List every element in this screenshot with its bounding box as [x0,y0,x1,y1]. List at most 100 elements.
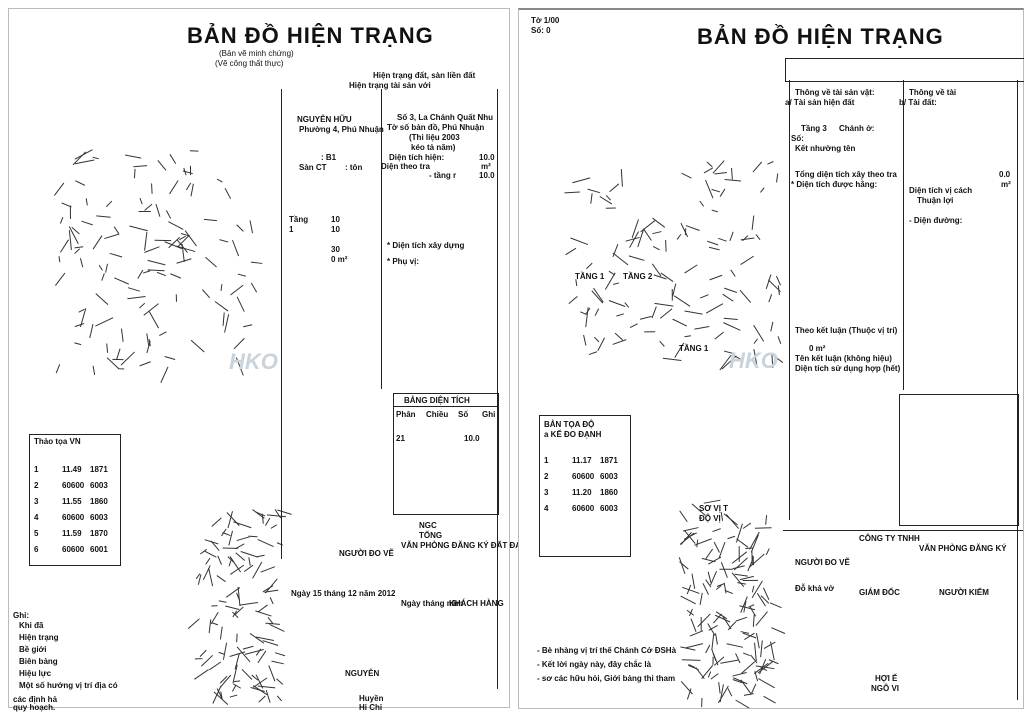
map-stroke [706,645,710,653]
map-stroke [776,276,780,285]
map-stroke [204,219,217,220]
coordinate-cell: 11.20 [572,488,592,497]
map-stroke [569,296,578,303]
map-stroke [258,605,268,612]
map-stroke [719,682,720,693]
signer-name: Hi Chi [359,703,382,712]
date: Ngày 15 tháng 12 năm 2012 [291,589,396,598]
map-stroke [261,567,275,573]
signature-role: NGƯỜI ĐO VẼ [795,558,850,567]
map-stroke [708,623,715,635]
column-header: Phân [396,410,416,419]
map-stroke [209,662,220,670]
map-stroke [121,329,123,342]
map-stroke [735,574,748,576]
map-stroke [732,168,733,179]
map-stroke [215,301,228,311]
map-label: TẦNG 1 [575,272,604,281]
parcel-address: Số 3, La Chánh Quất Nhu [397,113,493,122]
coordinate-cell: 60600 [62,545,84,554]
sheet-number: Số: 0 [531,26,551,35]
coordinate-cell: 2 [34,481,38,490]
map-stroke [206,558,210,564]
signature-role: NGƯỜI KIỂM [939,588,989,597]
map-stroke [170,154,176,163]
map-stroke [629,256,645,261]
column-header: Ghi [482,410,495,419]
map-stroke [580,312,586,315]
map-stroke [209,619,211,633]
field: Tổng diện tích xây theo tra [795,170,897,179]
map-stroke [75,160,94,164]
map-stroke [718,238,726,241]
map-stroke [156,204,160,217]
map-stroke [221,529,226,536]
note-line: Bề giới [19,645,46,654]
coordinate-cell: 4 [544,504,548,513]
map-stroke [681,223,688,237]
map-stroke [727,644,743,648]
field: * Diện tích được hằng: [791,180,877,189]
map-stroke [713,161,724,174]
field: Chánh ở: [839,124,874,133]
map-stroke [251,283,256,292]
map-stroke [566,248,576,255]
map-stroke [690,631,703,636]
map-stroke [586,263,592,269]
map-stroke [736,617,747,621]
map-stroke [249,536,258,537]
map-stroke [128,288,140,291]
parcel-note: kéo tả năm) [411,143,455,152]
map-stroke [744,694,754,696]
page-title: BẢN ĐỒ HIỆN TRẠNG [697,24,944,50]
map-stroke [708,672,710,678]
map-stroke [259,696,266,702]
map-stroke [710,275,723,280]
map-stroke [219,601,227,603]
map-stroke [640,316,651,319]
map-stroke [75,249,80,254]
map-stroke [706,549,713,559]
signer-name: Huyền [359,694,383,703]
column-header: Số [458,410,468,419]
map-stroke [571,238,588,245]
map-stroke [589,352,597,355]
map-stroke [777,173,778,182]
floor-value: 10.0 [479,171,495,180]
map-stroke [743,653,750,656]
map-stroke [771,628,785,634]
map-stroke [714,542,719,553]
notes-title: Ghi: [13,611,29,620]
map-stroke [205,551,217,557]
table-title: a KẾ ĐO ĐẠNH [544,430,601,439]
coordinate-cell: 11.55 [62,497,82,506]
footnote: - Bè nhàng vị trí thế Chánh Cở ĐSHà [537,646,676,655]
map-stroke [270,597,273,604]
map-stroke [106,264,108,273]
note-line: quy hoạch. [13,703,55,712]
field: Kết nhường tên [795,144,855,153]
signer-name: NGÔ VI [871,684,899,693]
section-header: Thông về tài sản vật: [795,88,875,97]
coordinate-cell: 5 [34,529,38,538]
map-stroke [682,660,701,661]
map-stroke [60,217,62,223]
field: Số: [791,134,804,143]
map-stroke [763,588,769,600]
map-stroke [736,700,752,708]
page-title: BẢN ĐỒ HIỆN TRẠNG [187,23,434,49]
column-header: Chiều [426,410,448,419]
signer-name: HỢI Ế [875,674,897,683]
map-stroke [194,670,208,680]
map-stroke [600,197,612,205]
map-stroke [269,624,284,631]
coordinate-cell: 3 [544,488,548,497]
map-stroke [117,349,121,360]
note-line: Hiện trạng [19,633,59,642]
map-stroke [143,271,150,273]
map-stroke [609,301,625,307]
map-stroke [572,178,590,183]
map-stroke [201,655,212,666]
company-name: VĂN PHÒNG ĐĂNG KÝ [919,544,1007,553]
map-stroke [232,685,235,691]
